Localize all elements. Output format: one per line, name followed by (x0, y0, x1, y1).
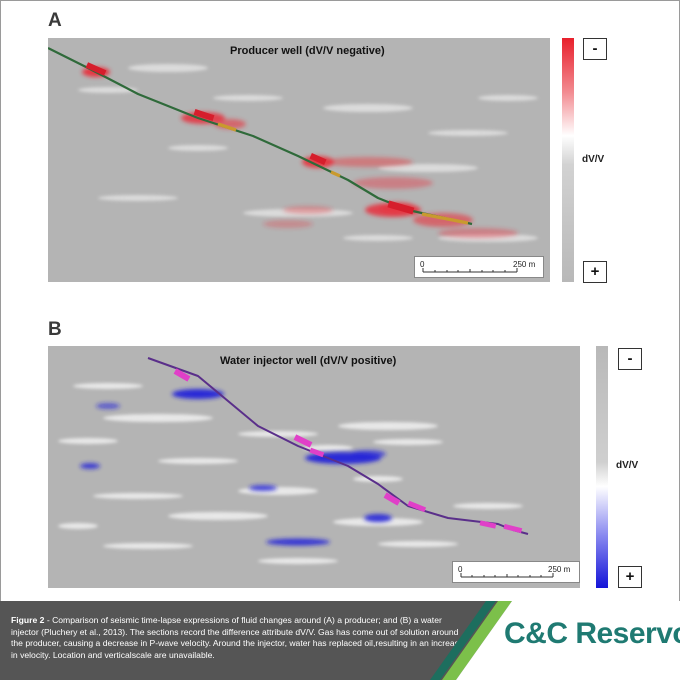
panel-a-colorbar-label: dV/V (582, 154, 605, 165)
panel-a-colorbar-plus: + (583, 261, 607, 283)
panel-a-title: Producer well (dV/V negative) (230, 45, 385, 57)
panel-a-scale-bar: 0 250 m (414, 256, 544, 278)
panel-a-colorbar (562, 38, 574, 282)
brand-logo (430, 601, 680, 680)
panel-a-seismic-section: Producer well (dV/V negative) 0 250 m (48, 38, 550, 282)
panel-b-scale-start: 0 (458, 565, 463, 574)
panel-b-seismic-section: Water injector well (dV/V positive) 0 25… (48, 346, 580, 588)
panel-b-colorbar-plus: + (618, 566, 642, 588)
panel-b-colorbar-label: dV/V (616, 460, 639, 471)
panel-b-scale-end: 250 m (548, 565, 571, 574)
panel-b-scale-bar: 0 250 m (452, 561, 580, 583)
panel-a-letter: A (48, 10, 62, 31)
panel-b-colorbar (596, 346, 608, 588)
panel-a-seismic-graphic (48, 47, 538, 242)
panel-a-scale-ticks (422, 268, 518, 273)
panel-a-colorbar-minus: - (583, 38, 607, 60)
panel-b-scale-ticks (460, 573, 554, 578)
panel-a-scale-end: 250 m (513, 260, 536, 269)
panel-b-letter: B (48, 319, 62, 340)
brand-stripes-icon (430, 601, 680, 680)
panel-a-scale-start: 0 (420, 260, 425, 269)
panel-b-title: Water injector well (dV/V positive) (220, 355, 397, 367)
brand-name: C&C Reservoirs (504, 617, 680, 650)
panel-b-colorbar-minus: - (618, 348, 642, 370)
figure-label: Figure 2 (11, 615, 45, 625)
figure-caption-text: - Comparison of seismic time-lapse expre… (11, 615, 464, 660)
figure-caption: Figure 2 - Comparison of seismic time-la… (11, 615, 466, 661)
panel-b-seismic-graphic (58, 357, 529, 564)
caption-footer: Figure 2 - Comparison of seismic time-la… (0, 601, 680, 680)
